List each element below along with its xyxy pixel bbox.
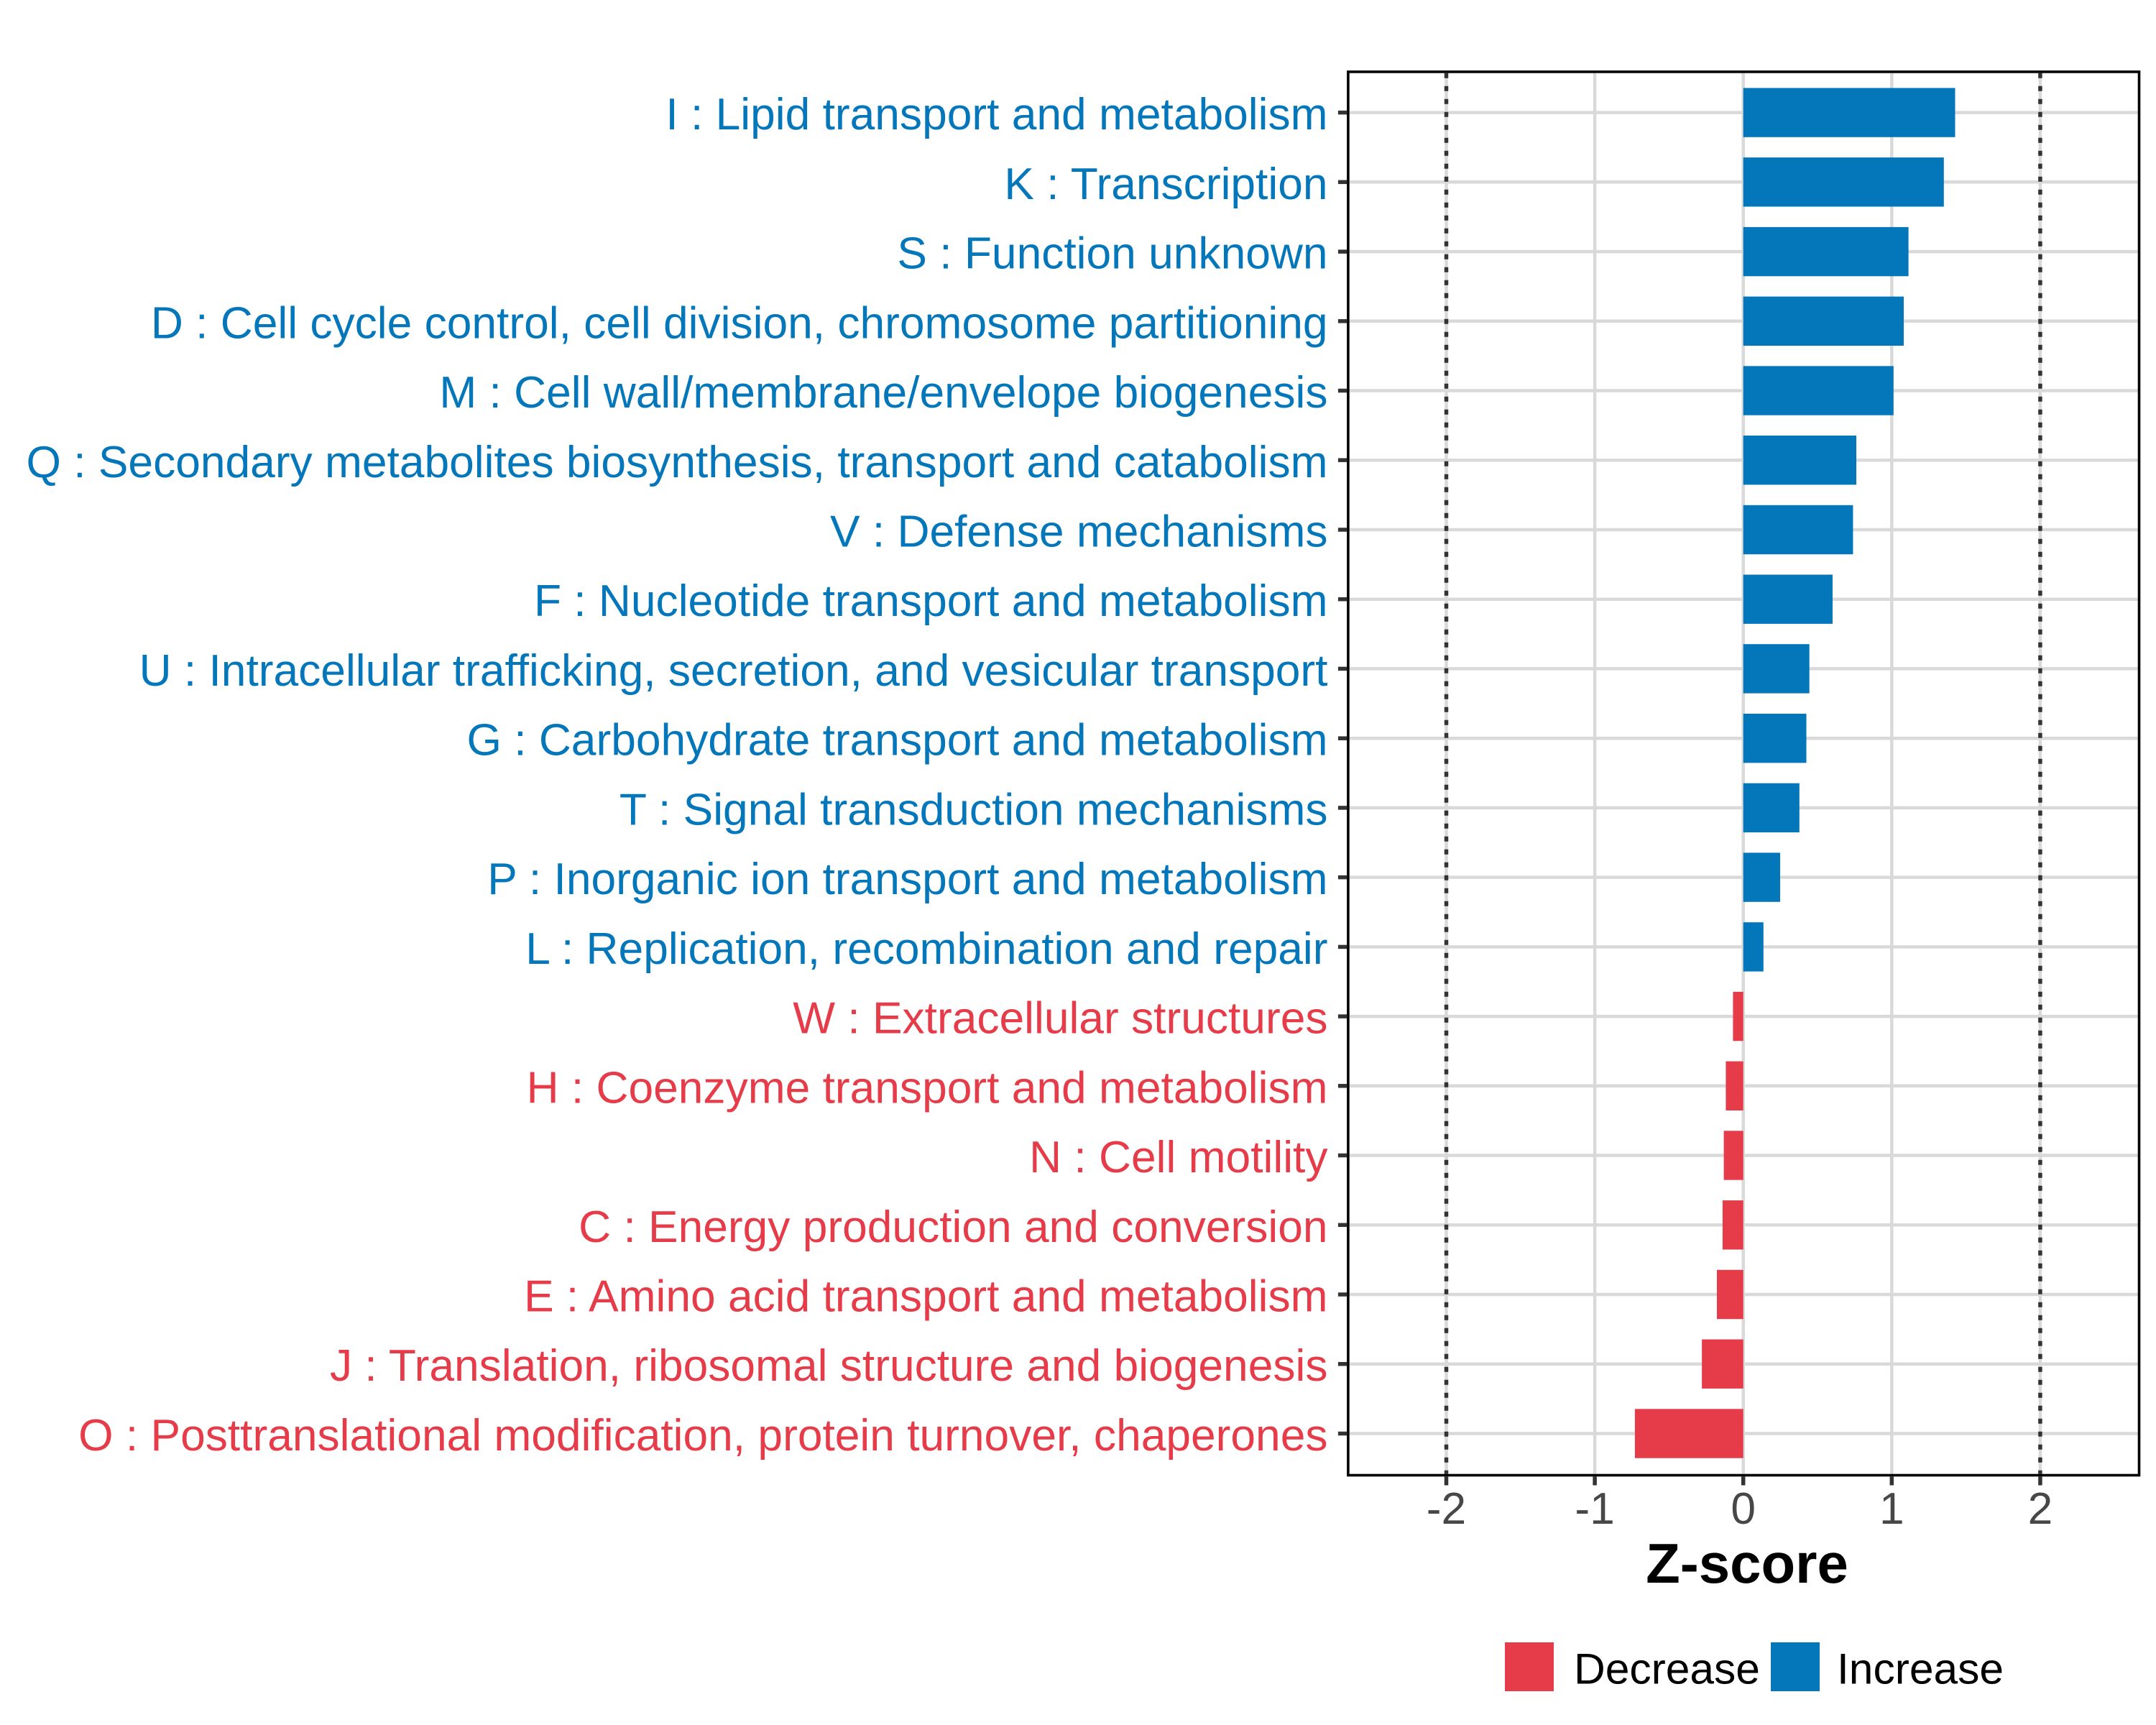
svg-text:N : Cell motility: N : Cell motility bbox=[1029, 1133, 1328, 1182]
svg-text:I : Lipid transport and metabo: I : Lipid transport and metabolism bbox=[665, 90, 1327, 139]
svg-text:J : Translation, ribosomal str: J : Translation, ribosomal structure and… bbox=[330, 1341, 1328, 1391]
svg-text:F : Nucleotide transport and m: F : Nucleotide transport and metabolism bbox=[534, 576, 1328, 626]
svg-text:0: 0 bbox=[1731, 1484, 1756, 1534]
svg-text:D : Cell cycle control, cell d: D : Cell cycle control, cell division, c… bbox=[151, 298, 1328, 348]
svg-text:M : Cell wall/membrane/envelop: M : Cell wall/membrane/envelope biogenes… bbox=[439, 368, 1327, 418]
svg-text:Q : Secondary metabolites bios: Q : Secondary metabolites biosynthesis, … bbox=[27, 438, 1328, 487]
svg-text:H : Coenzyme transport and met: H : Coenzyme transport and metabolism bbox=[527, 1063, 1328, 1113]
svg-text:G : Carbohydrate transport and: G : Carbohydrate transport and metabolis… bbox=[466, 716, 1327, 765]
svg-text:V : Defense mechanisms: V : Defense mechanisms bbox=[830, 507, 1327, 557]
svg-text:Decrease: Decrease bbox=[1574, 1644, 1760, 1693]
svg-text:C : Energy production and conv: C : Energy production and conversion bbox=[579, 1202, 1327, 1252]
svg-text:-1: -1 bbox=[1575, 1484, 1614, 1534]
svg-text:O : Posttranslational modifica: O : Posttranslational modification, prot… bbox=[78, 1411, 1327, 1460]
svg-text:2: 2 bbox=[2028, 1484, 2053, 1534]
svg-text:W : Extracellular structures: W : Extracellular structures bbox=[793, 994, 1327, 1044]
svg-text:Z-score: Z-score bbox=[1646, 1532, 1848, 1595]
svg-text:1: 1 bbox=[1879, 1484, 1904, 1534]
svg-text:K : Transcription: K : Transcription bbox=[1004, 160, 1327, 209]
svg-text:Increase: Increase bbox=[1837, 1644, 2004, 1693]
svg-text:S : Function unknown: S : Function unknown bbox=[897, 229, 1327, 279]
svg-text:U : Intracellular trafficking,: U : Intracellular trafficking, secretion… bbox=[139, 646, 1328, 696]
svg-text:E : Amino acid transport and m: E : Amino acid transport and metabolism bbox=[524, 1272, 1327, 1322]
svg-text:L : Replication, recombination: L : Replication, recombination and repai… bbox=[525, 924, 1327, 974]
svg-text:P : Inorganic ion transport an: P : Inorganic ion transport and metaboli… bbox=[487, 855, 1327, 904]
svg-text:-2: -2 bbox=[1427, 1484, 1466, 1534]
svg-text:T : Signal transduction mechan: T : Signal transduction mechanisms bbox=[619, 785, 1328, 834]
